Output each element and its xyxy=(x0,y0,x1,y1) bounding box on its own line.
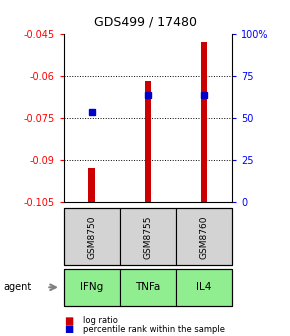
Text: ■: ■ xyxy=(64,324,73,334)
Bar xyxy=(144,81,151,202)
Text: GSM8755: GSM8755 xyxy=(143,215,153,259)
Bar xyxy=(201,42,207,202)
Text: IFNg: IFNg xyxy=(80,282,104,292)
Bar xyxy=(88,168,95,202)
Text: TNFa: TNFa xyxy=(135,282,161,292)
Text: percentile rank within the sample: percentile rank within the sample xyxy=(83,325,225,334)
Text: IL4: IL4 xyxy=(196,282,212,292)
Text: ■: ■ xyxy=(64,316,73,326)
Text: agent: agent xyxy=(3,282,31,292)
Text: GSM8750: GSM8750 xyxy=(87,215,96,259)
Text: log ratio: log ratio xyxy=(83,316,117,325)
Text: GSM8760: GSM8760 xyxy=(200,215,209,259)
Text: GDS499 / 17480: GDS499 / 17480 xyxy=(93,15,197,28)
